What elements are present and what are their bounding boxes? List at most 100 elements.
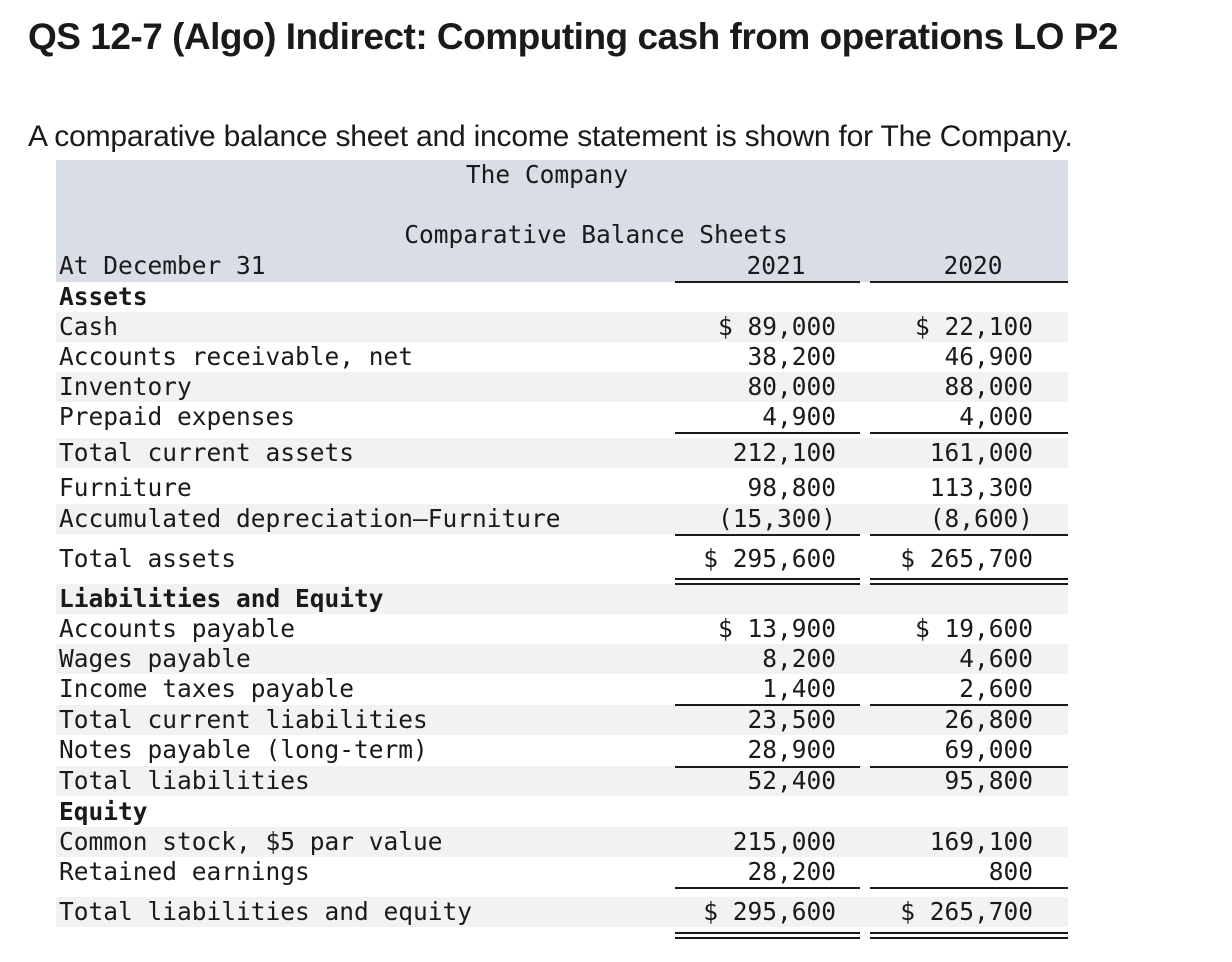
underline-rule xyxy=(675,766,860,768)
statement-title: Comparative Balance Sheets xyxy=(404,220,788,249)
row-band xyxy=(56,504,1068,534)
row-label: Accumulated depreciation—Furniture xyxy=(59,504,561,533)
table-row: Accumulated depreciation—Furniture (15,30… xyxy=(56,504,1068,534)
row-band xyxy=(56,372,1068,402)
value-2021: $ 295,600 xyxy=(703,897,836,926)
double-underline-rule xyxy=(675,932,860,939)
value-2021: 28,900 xyxy=(747,735,836,764)
row-label: Prepaid expenses xyxy=(59,402,296,431)
row-label: Notes payable (long-term) xyxy=(59,735,428,764)
value-2020: 800 xyxy=(988,857,1033,886)
page-title: QS 12-7 (Algo) Indirect: Computing cash … xyxy=(28,16,1118,57)
table-row: Assets xyxy=(56,282,1068,312)
row-label: Retained earnings xyxy=(59,857,310,886)
row-label: Total current liabilities xyxy=(59,705,428,734)
table-row: Total assets $ 295,600 $ 265,700 xyxy=(56,544,1068,574)
underline-rule xyxy=(870,766,1068,768)
row-label: Total assets xyxy=(59,544,237,573)
value-2021: 38,200 xyxy=(747,342,836,371)
table-row: Total liabilities and equity $ 295,600 $ 2… xyxy=(56,897,1068,927)
value-2020: 169,100 xyxy=(929,827,1033,856)
value-2021: 98,800 xyxy=(747,473,836,502)
double-underline-rule xyxy=(675,578,860,585)
table-row: Cash $ 89,000 $ 22,100 xyxy=(56,312,1068,342)
value-2020: 88,000 xyxy=(944,372,1033,401)
header-band xyxy=(56,160,1068,282)
double-underline-rule xyxy=(870,578,1068,585)
value-2021: 28,200 xyxy=(747,857,836,886)
value-2021: $ 295,600 xyxy=(703,544,836,573)
table-row: Furniture 98,800 113,300 xyxy=(56,473,1068,503)
underline-rule xyxy=(675,432,860,434)
value-2021: $ 13,900 xyxy=(717,614,836,643)
row-label: Furniture xyxy=(59,473,192,502)
table-row: Prepaid expenses 4,900 4,000 xyxy=(56,402,1068,432)
table-row: Total liabilities 52,400 95,800 xyxy=(56,766,1068,796)
value-2020: 95,800 xyxy=(944,766,1033,795)
row-label: Wages payable xyxy=(59,644,251,673)
value-2020: 46,900 xyxy=(944,342,1033,371)
row-band xyxy=(56,644,1068,674)
row-band xyxy=(56,766,1068,796)
value-2020: (8,600) xyxy=(929,504,1033,533)
value-2020: 4,000 xyxy=(959,402,1033,431)
row-band xyxy=(56,438,1068,468)
table-row: Accounts payable $ 13,900 $ 19,600 xyxy=(56,614,1068,644)
value-2021: (15,300) xyxy=(717,504,836,533)
row-band xyxy=(56,312,1068,342)
value-band xyxy=(675,584,1068,614)
row-band xyxy=(56,827,1068,857)
row-label: Equity xyxy=(59,797,148,826)
row-label: Inventory xyxy=(59,372,192,401)
underline-rule xyxy=(675,887,860,889)
underline-rule xyxy=(870,281,1068,283)
table-row: Wages payable 8,200 4,600 xyxy=(56,644,1068,674)
double-underline-rule xyxy=(870,932,1068,939)
table-row: Liabilities and Equity xyxy=(56,584,1068,614)
value-2021: 1,400 xyxy=(762,674,836,703)
table-row: Retained earnings 28,200 800 xyxy=(56,857,1068,887)
value-2020: 69,000 xyxy=(944,735,1033,764)
value-2021: 215,000 xyxy=(732,827,836,856)
balance-sheet: The Company Comparative Balance Sheets A… xyxy=(56,160,1068,940)
table-row: Accounts receivable, net 38,200 46,900 xyxy=(56,342,1068,372)
table-row: Income taxes payable 1,400 2,600 xyxy=(56,674,1068,704)
row-label: Cash xyxy=(59,312,119,341)
row-label: Accounts payable xyxy=(59,614,296,643)
table-row: Total current liabilities 23,500 26,800 xyxy=(56,705,1068,735)
value-2020: $ 265,700 xyxy=(900,897,1033,926)
value-2021: 52,400 xyxy=(747,766,836,795)
underline-rule xyxy=(870,534,1068,536)
row-label: Total liabilities and equity xyxy=(59,897,473,926)
underline-rule xyxy=(675,534,860,536)
value-2020: 2,600 xyxy=(959,674,1033,703)
value-2021: 4,900 xyxy=(762,402,836,431)
value-2020: $ 265,700 xyxy=(900,544,1033,573)
value-2020: 26,800 xyxy=(944,705,1033,734)
year-header-2020: 2020 xyxy=(943,251,1003,280)
underline-rule xyxy=(675,704,860,706)
value-2020: 4,600 xyxy=(959,644,1033,673)
value-2020: 113,300 xyxy=(929,473,1033,502)
table-row: Total current assets 212,100 161,000 xyxy=(56,438,1068,468)
row-label: Total current assets xyxy=(59,438,355,467)
table-row: Inventory 80,000 88,000 xyxy=(56,372,1068,402)
row-band xyxy=(56,897,1068,927)
value-2021: 212,100 xyxy=(732,438,836,467)
underline-rule xyxy=(870,704,1068,706)
row-label: Income taxes payable xyxy=(59,674,355,703)
table-row: Equity xyxy=(56,797,1068,827)
date-header: At December 31 xyxy=(59,251,266,280)
value-2020: 161,000 xyxy=(929,438,1033,467)
underline-rule xyxy=(870,887,1068,889)
value-2021: 80,000 xyxy=(747,372,836,401)
underline-rule xyxy=(675,281,860,283)
row-label: Assets xyxy=(59,282,148,311)
row-label: Liabilities and Equity xyxy=(59,584,384,613)
company-name: The Company xyxy=(465,160,629,189)
value-2021: $ 89,000 xyxy=(717,312,836,341)
row-label: Accounts receivable, net xyxy=(59,342,414,371)
year-header-2021: 2021 xyxy=(746,251,806,280)
value-2021: 23,500 xyxy=(747,705,836,734)
row-label: Total liabilities xyxy=(59,766,310,795)
